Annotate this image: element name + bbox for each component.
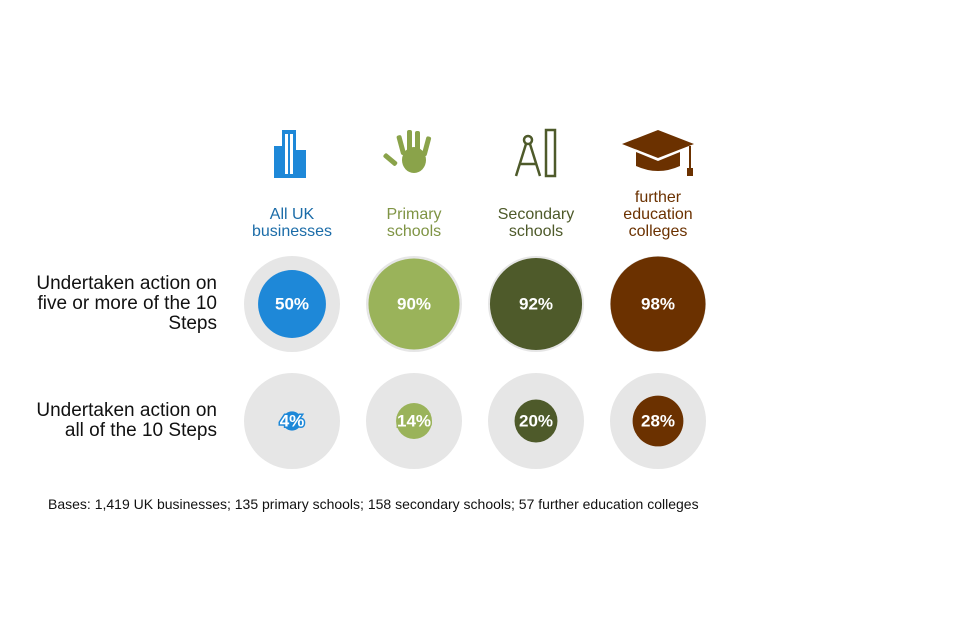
- category-label: further education colleges: [623, 189, 693, 240]
- value-label: 92%: [519, 295, 553, 314]
- icon-hand: [383, 130, 432, 173]
- icon-buildings: [274, 130, 306, 178]
- footnote: Bases: 1,419 UK businesses; 135 primary …: [48, 496, 699, 512]
- bubble: [282, 411, 302, 431]
- value-label: 90%: [397, 295, 431, 314]
- icon-cap: [622, 130, 694, 176]
- bubble: [258, 270, 326, 338]
- bubble: [368, 258, 460, 350]
- bubble: [632, 395, 684, 447]
- value-label: 50%: [275, 295, 309, 314]
- bubble: [610, 256, 706, 352]
- value-label: 14%: [397, 412, 431, 431]
- value-label: 98%: [641, 295, 675, 314]
- icon-compass: [514, 128, 557, 178]
- bubble: [489, 257, 583, 351]
- value-label: 28%: [641, 412, 675, 431]
- category-label: All UK businesses: [251, 206, 333, 240]
- category-label: Primary schools: [386, 206, 442, 240]
- value-label: 4%: [280, 412, 305, 431]
- value-label: 20%: [519, 412, 553, 431]
- row-label: Undertaken action on all of the 10 Steps: [36, 400, 217, 441]
- bubble: [514, 399, 558, 443]
- row-label: Undertaken action on five or more of the…: [36, 273, 217, 334]
- category-label: Secondary schools: [497, 206, 575, 240]
- bubble: [396, 403, 432, 439]
